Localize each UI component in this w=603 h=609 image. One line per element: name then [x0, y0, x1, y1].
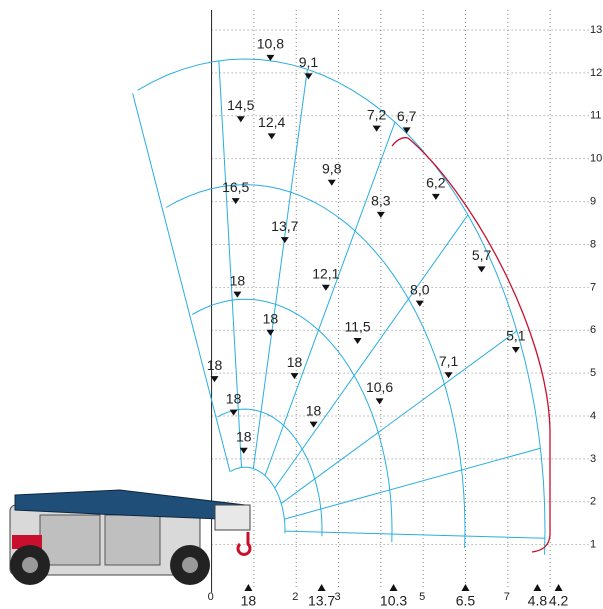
load-point: [210, 376, 219, 383]
load-point: [267, 133, 276, 140]
y-tick-label: 4: [590, 410, 596, 422]
ground-load-label: 4.8: [528, 593, 548, 609]
load-label: 8,0: [410, 281, 430, 297]
load-envelope: [391, 137, 551, 553]
load-point: [233, 291, 242, 298]
load-label: 8,3: [371, 193, 391, 209]
load-point: [290, 373, 299, 380]
ground-load-label: 6.5: [456, 593, 476, 609]
load-point: [229, 409, 238, 416]
ground-marker: [554, 584, 563, 591]
y-tick-label: 8: [590, 238, 596, 250]
mesh-arc: [230, 466, 286, 534]
y-tick-label: 6: [590, 324, 596, 336]
load-label: 7,2: [367, 106, 387, 122]
y-tick-label: 7: [590, 281, 596, 293]
load-label: 10,8: [257, 36, 284, 52]
load-point: [353, 337, 362, 344]
mesh-ray: [252, 69, 308, 469]
mesh-ray: [284, 530, 545, 539]
y-tick-label: 10: [590, 153, 602, 165]
y-tick-label: 1: [590, 539, 596, 551]
x-tick-label: 3: [335, 591, 341, 603]
ground-marker: [389, 584, 398, 591]
load-label: 12,4: [258, 114, 285, 130]
mesh-arc: [217, 408, 323, 537]
load-point: [477, 266, 486, 273]
load-label: 7,1: [439, 353, 459, 369]
ground-load-label: 10.3: [380, 593, 407, 609]
ground-marker: [533, 584, 542, 591]
mesh-arc: [137, 58, 546, 555]
load-point: [304, 73, 313, 80]
load-point: [266, 329, 275, 336]
y-tick-label: 9: [590, 195, 596, 207]
load-point: [375, 398, 384, 405]
load-label: 18: [226, 390, 242, 406]
y-tick-label: 11: [590, 110, 601, 122]
x-tick-label: 0: [208, 591, 214, 603]
load-point: [415, 300, 424, 307]
x-tick-label: 5: [419, 591, 425, 603]
load-label: 9,8: [322, 160, 342, 176]
mesh-ray: [280, 330, 518, 504]
load-label: 18: [306, 402, 322, 418]
load-label: 10,6: [366, 379, 393, 395]
load-label: 6,2: [426, 175, 446, 191]
load-label: 16,5: [222, 179, 249, 195]
mesh-arc: [192, 298, 393, 543]
load-point: [327, 179, 336, 186]
load-point: [402, 127, 411, 134]
ground-marker: [317, 584, 326, 591]
mesh-ray: [284, 447, 541, 520]
load-label: 18: [230, 272, 246, 288]
mesh-ray: [264, 121, 396, 476]
load-label: 5,7: [472, 247, 492, 263]
load-label: 14,5: [227, 97, 254, 113]
load-point: [511, 346, 520, 353]
load-label: 11,5: [344, 319, 370, 335]
mesh-ray: [274, 214, 469, 489]
load-label: 13,7: [271, 218, 298, 234]
load-point: [266, 54, 275, 61]
ground-marker: [244, 584, 253, 591]
load-label: 18: [236, 428, 252, 444]
y-tick-label: 3: [590, 453, 596, 465]
x-tick-label: 2: [292, 591, 298, 603]
y-tick-label: 13: [590, 24, 602, 36]
load-point: [309, 421, 318, 428]
load-point: [321, 284, 330, 291]
load-point: [444, 372, 453, 379]
load-label: 5,1: [506, 328, 526, 344]
y-tick-label: 2: [590, 496, 596, 508]
mesh-arc: [165, 184, 466, 549]
y-tick-label: 5: [590, 367, 596, 379]
load-point: [280, 237, 289, 244]
machine: [9, 489, 252, 585]
load-label: 18: [207, 357, 223, 373]
load-label: 18: [287, 354, 303, 370]
mesh-ray: [218, 60, 243, 468]
load-label: 18: [263, 311, 279, 327]
load-point: [376, 211, 385, 218]
ground-load-label: 18: [241, 593, 257, 609]
load-point: [236, 116, 245, 123]
load-point: [431, 193, 440, 200]
load-point: [372, 125, 381, 132]
ground-marker: [461, 584, 470, 591]
load-label: 12,1: [312, 265, 339, 281]
y-tick-label: 12: [590, 67, 602, 79]
load-label: 6,7: [397, 108, 417, 124]
load-label: 9,1: [299, 54, 319, 70]
mesh-ray: [132, 93, 231, 472]
ground-load-label: 13.7: [308, 593, 335, 609]
load-point: [231, 198, 240, 205]
x-tick-label: 7: [504, 591, 510, 603]
ground-load-label: 4.2: [549, 593, 569, 609]
load-point: [239, 447, 248, 454]
